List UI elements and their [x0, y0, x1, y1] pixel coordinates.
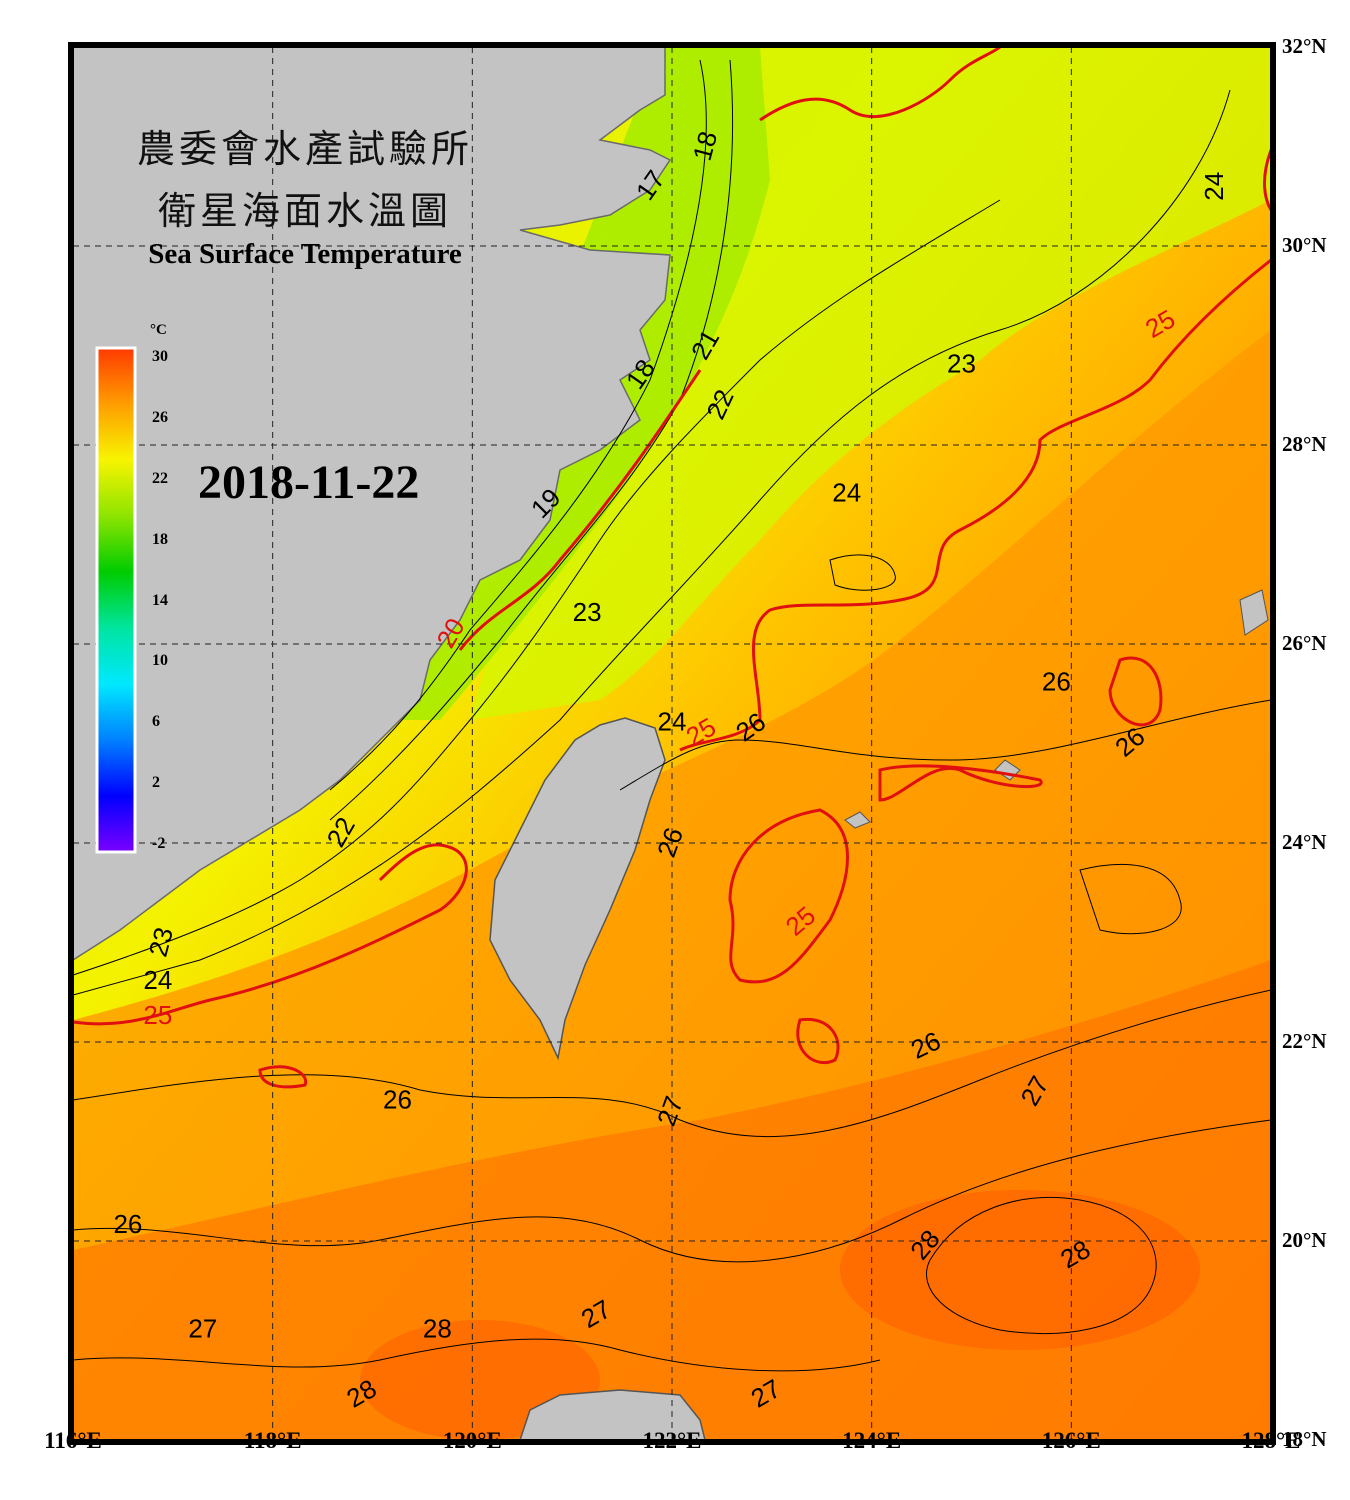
latitude-label: 18°N: [1282, 1427, 1327, 1451]
isotherm-label: 24: [658, 706, 687, 736]
graticule: [73, 47, 1271, 1440]
longitude-label: 128°E: [1241, 1428, 1301, 1453]
luzon-island: [519, 1389, 706, 1440]
isotherm-label: 23: [947, 348, 976, 378]
latitude-label: 22°N: [1282, 1029, 1327, 1053]
colorbar-tick: 30: [152, 348, 168, 365]
colorbar-tick: 14: [152, 591, 168, 609]
date-label: 2018-11-22: [198, 456, 420, 509]
longitude-label: 126°E: [1041, 1428, 1101, 1453]
colorbar-tick: 26: [152, 408, 168, 426]
isotherm-label: 24: [1199, 172, 1229, 201]
longitude-label: 122°E: [642, 1428, 702, 1453]
taiwan-island: [489, 717, 666, 1061]
isotherm-label: 24: [832, 478, 861, 508]
latitude-label: 30°N: [1282, 233, 1327, 257]
longitude-label: 120°E: [442, 1428, 502, 1453]
map-area: [73, 47, 1271, 1440]
isotherm-label: 27: [188, 1313, 217, 1343]
colorbar-tick: -2: [152, 835, 166, 852]
isotherm-label: 26: [113, 1209, 142, 1239]
colorbar-tick: 18: [152, 530, 168, 548]
longitude-label: 116°E: [44, 1428, 102, 1453]
latitude-label: 24°N: [1282, 830, 1327, 854]
isotherm-lines: [73, 59, 1271, 1372]
isotherm-label: 23: [573, 597, 602, 627]
hot-spot: [840, 1190, 1200, 1350]
island: [1239, 589, 1269, 636]
latitude-label: 26°N: [1282, 631, 1327, 655]
isotherm-label: 28: [423, 1313, 452, 1343]
latitude-label: 28°N: [1282, 432, 1327, 456]
isotherm-25-lines: [73, 47, 1271, 1089]
latitude-label: 32°N: [1282, 34, 1327, 58]
colorbar: [95, 346, 137, 854]
latitude-label: 20°N: [1282, 1228, 1327, 1252]
map-title-en: Sea Surface Temperature: [148, 238, 462, 270]
colorbar-tick: 6: [152, 713, 160, 731]
warmest-zone: [73, 960, 1271, 1440]
longitude-label: 124°E: [842, 1428, 902, 1453]
island: [844, 811, 871, 829]
isotherm-label: 25: [143, 1000, 172, 1030]
agency-title: 農委會水產試驗所: [136, 127, 473, 171]
isotherm-label: 26: [383, 1085, 412, 1115]
colorbar-tick: 10: [152, 652, 168, 670]
map-title-zh: 衛星海面水溫圖: [157, 189, 452, 233]
mainland-china: [73, 47, 672, 961]
isotherm-label: 26: [1042, 667, 1071, 697]
isotherm-label: 24: [143, 965, 172, 995]
colorbar-unit: °C: [150, 322, 167, 338]
map-frame: [68, 42, 1276, 1445]
longitude-label: 118°E: [243, 1428, 302, 1453]
colorbar-tick: 2: [152, 774, 160, 792]
colorbar-tick: 22: [152, 469, 168, 487]
